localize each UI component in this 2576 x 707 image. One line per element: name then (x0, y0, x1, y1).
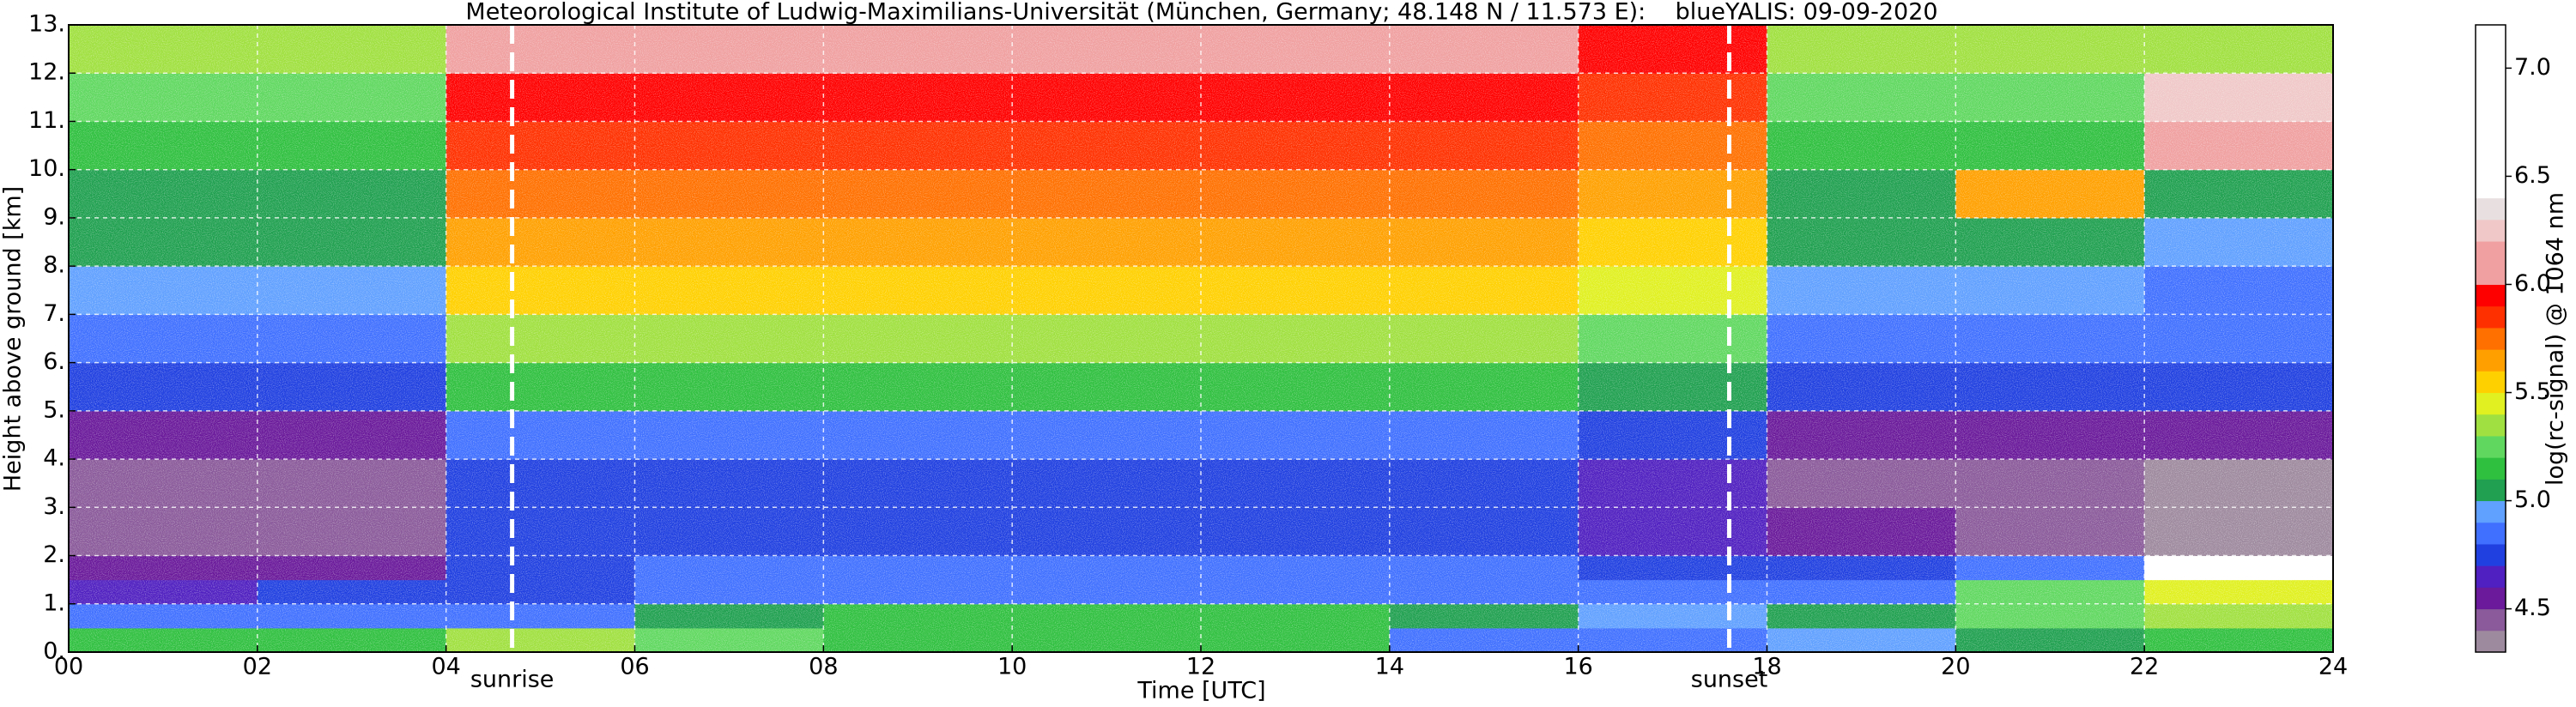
x-tick-label: 16 (1563, 654, 1592, 680)
colorbar-band (2476, 479, 2506, 502)
colorbar-frame (2475, 24, 2506, 653)
colorbar-band (2476, 327, 2506, 350)
y-tick-label: 8. (43, 252, 65, 279)
colorbar-band (2476, 197, 2506, 221)
y-tick-label: 9. (43, 203, 65, 230)
x-axis-label: Time [UTC] (1136, 678, 1265, 704)
colorbar-band (2476, 608, 2506, 631)
y-tick-label: 1. (43, 589, 65, 616)
colorbar-band (2476, 241, 2506, 285)
x-tick-label: 06 (620, 654, 649, 680)
x-tick-label: 20 (1941, 654, 1970, 680)
y-tick-label: 6. (43, 348, 65, 375)
y-tick-label: 4. (43, 445, 65, 472)
x-tick-label: 00 (54, 654, 83, 680)
y-axis-label: Height above ground [km] (0, 186, 27, 492)
x-tick-label: 02 (243, 654, 272, 680)
y-tick-label: 10. (28, 155, 65, 182)
y-tick-label: 3. (43, 493, 65, 520)
y-tick-label: 2. (43, 541, 65, 568)
colorbar-tick-label: 7.0 (2514, 54, 2551, 81)
colorbar-tick-label: 6.0 (2514, 270, 2551, 297)
colorbar-band (2476, 457, 2506, 480)
overlay (68, 24, 2334, 653)
x-tick-label: 22 (2130, 654, 2159, 680)
colorbar-band (2476, 630, 2506, 653)
annotation-label: sunset (1691, 667, 1768, 693)
colorbar-band (2476, 565, 2506, 588)
colorbar-band (2476, 414, 2506, 437)
colorbar-band (2476, 435, 2506, 458)
plot-frame (68, 24, 2334, 653)
colorbar-band (2476, 500, 2506, 523)
colorbar-band (2476, 543, 2506, 566)
colorbar-band (2476, 284, 2506, 307)
colorbar-band (2476, 25, 2506, 199)
y-tick-label: 5. (43, 396, 65, 423)
colorbar-tick-label: 4.5 (2514, 595, 2551, 621)
colorbar-tick-label: 5.0 (2514, 486, 2551, 513)
y-tick-label: 11. (28, 107, 65, 134)
y-tick-label: 13. (28, 11, 65, 38)
x-tick-label: 08 (809, 654, 838, 680)
x-tick-label: 14 (1375, 654, 1404, 680)
colorbar-label: log(rc-signal) @ 1064 nm (2543, 192, 2569, 486)
colorbar-band (2476, 305, 2506, 329)
x-tick-label: 10 (997, 654, 1027, 680)
colorbar-band (2476, 587, 2506, 610)
y-tick-label: 7. (43, 300, 65, 327)
y-tick-label: 12. (28, 59, 65, 86)
colorbar-tick-label: 5.5 (2514, 378, 2551, 405)
colorbar-tick-label: 6.5 (2514, 162, 2551, 189)
colorbar-band (2476, 522, 2506, 545)
chart-title: Meteorological Institute of Ludwig-Maxim… (465, 0, 1937, 26)
colorbar-band (2476, 392, 2506, 415)
annotation-label: sunrise (470, 667, 555, 693)
x-tick-label: 12 (1186, 654, 1215, 680)
x-tick-label: 24 (2318, 654, 2348, 680)
x-tick-label: 18 (1752, 654, 1781, 680)
y-tick-label: 0. (43, 638, 65, 665)
x-tick-label: 04 (431, 654, 460, 680)
colorbar-band (2476, 371, 2506, 394)
colorbar-band (2476, 349, 2506, 372)
colorbar-band (2476, 219, 2506, 242)
